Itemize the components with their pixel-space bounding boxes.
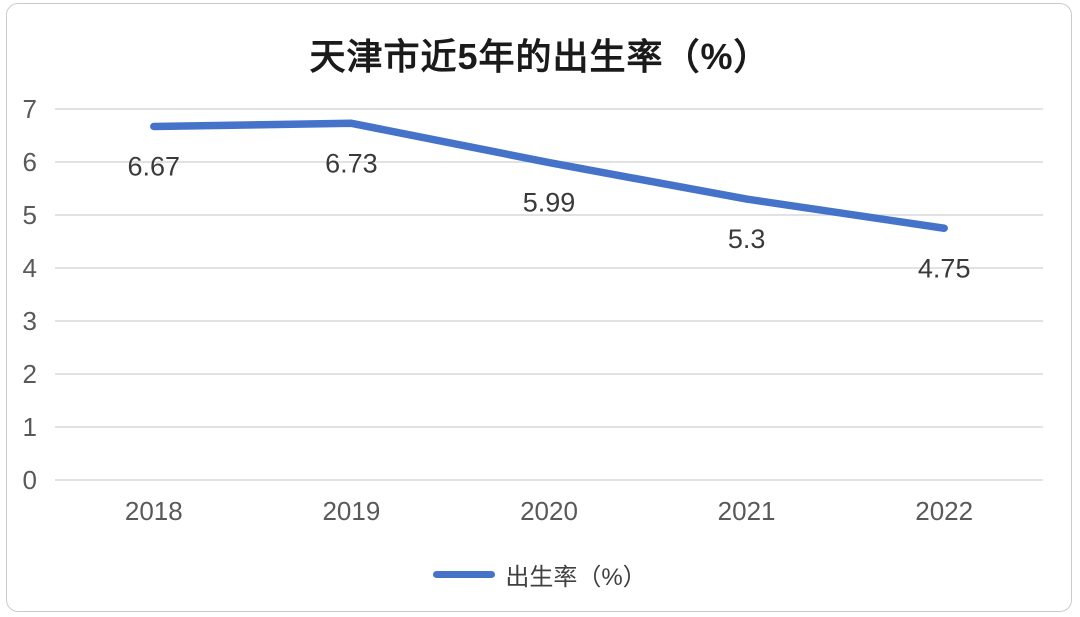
x-axis-tick-label: 2018: [125, 496, 183, 526]
birth-rate-line-series: [150, 119, 948, 232]
data-label: 6.67: [128, 151, 181, 181]
y-axis-tick-label: 7: [23, 94, 37, 124]
y-axis-tick-label: 1: [23, 412, 37, 442]
y-axis-tick-label: 2: [23, 359, 37, 389]
legend: 出生率（%）: [0, 557, 1080, 592]
chart-title: 天津市近5年的出生率（%）: [309, 36, 771, 77]
legend-label: 出生率（%）: [505, 564, 647, 591]
x-axis-tick-label: 2022: [915, 496, 973, 526]
y-axis-tick-label: 4: [23, 253, 37, 283]
y-axis-tick-label: 3: [23, 306, 37, 336]
x-axis-tick-label: 2020: [520, 496, 578, 526]
y-axis-tick-label: 0: [23, 465, 37, 495]
legend-line-swatch-icon: [433, 571, 496, 578]
y-axis-tick-label: 5: [23, 200, 37, 230]
data-label: 5.99: [523, 188, 576, 218]
data-label: 5.3: [728, 224, 766, 254]
data-label: 6.73: [325, 148, 378, 178]
y-axis-tick-label: 6: [23, 147, 37, 177]
x-axis-tick-label: 2021: [718, 496, 776, 526]
data-label: 4.75: [918, 253, 971, 283]
x-axis-tick-label: 2019: [322, 496, 380, 526]
chart-card: [6, 3, 1072, 612]
